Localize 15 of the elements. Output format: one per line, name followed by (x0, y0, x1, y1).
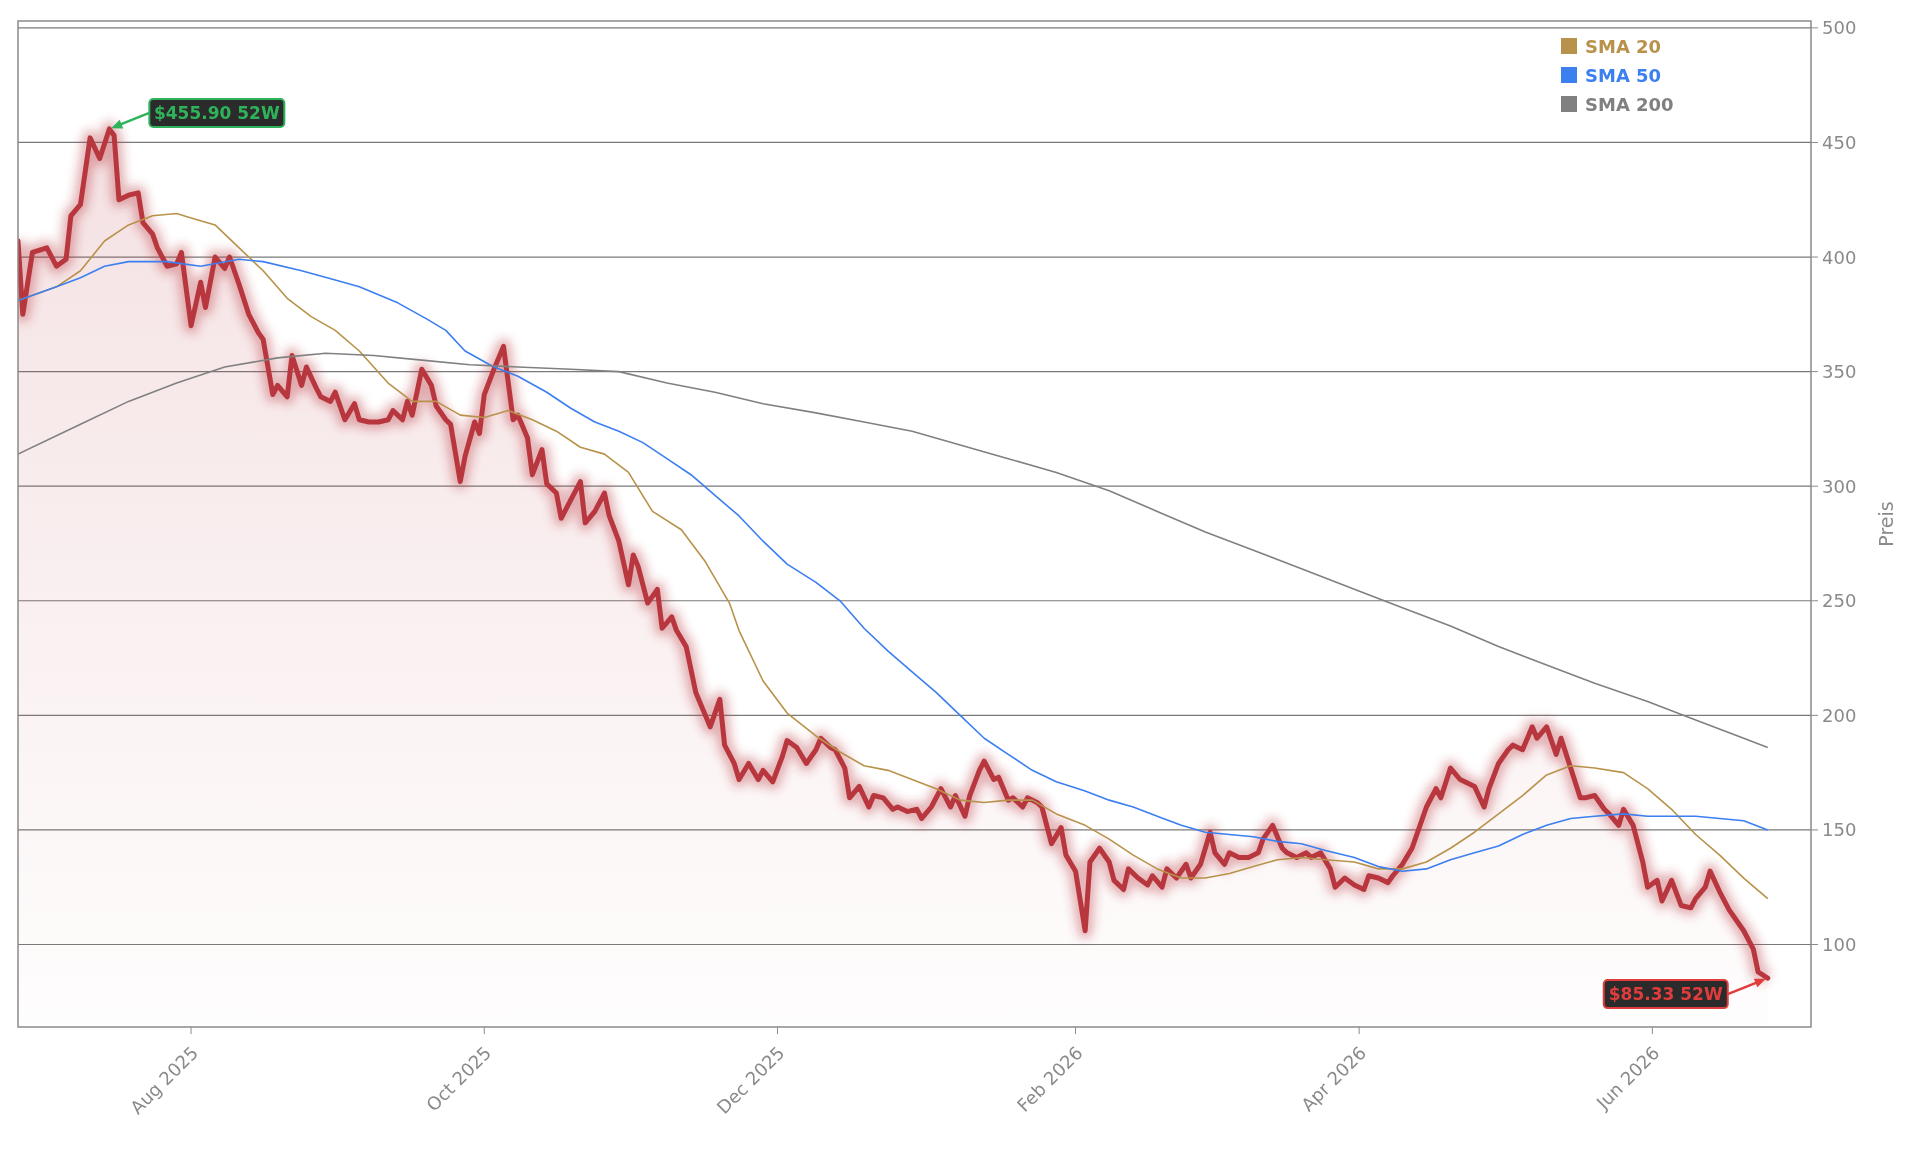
annotation: $455.90 52W (153, 102, 280, 123)
y-tick-label: 450 (1822, 131, 1857, 153)
y-axis-title: Preis (1875, 501, 1897, 547)
y-tick-label: 100 (1822, 934, 1857, 955)
y-tick-label: 300 (1822, 475, 1857, 497)
legend-label: SMA 20 (1585, 35, 1662, 57)
legend-label: SMA 50 (1585, 64, 1662, 86)
y-tick-label: 500 (1822, 17, 1857, 39)
y-tick-label: 200 (1822, 704, 1857, 726)
annotation: $85.33 52W (1608, 984, 1723, 1005)
y-tick-label: 350 (1822, 361, 1857, 383)
y-tick-label: 150 (1822, 819, 1857, 841)
legend-label: SMA 200 (1585, 93, 1674, 115)
y-tick-label: 400 (1822, 246, 1857, 268)
y-tick-label: 250 (1822, 590, 1857, 612)
